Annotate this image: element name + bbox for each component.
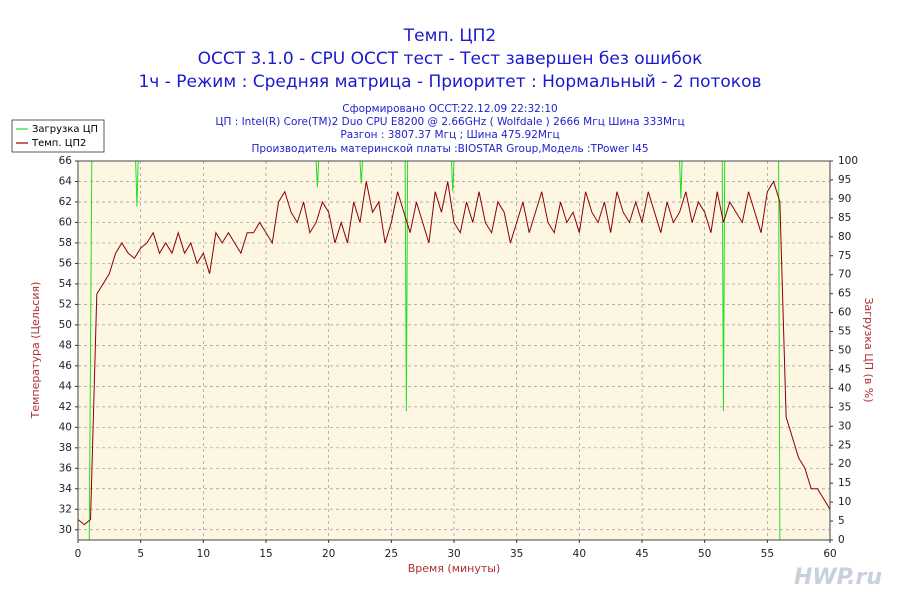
x-tick-label: 25 bbox=[385, 548, 398, 560]
y-tick-label: 36 bbox=[59, 462, 73, 474]
y2-tick-label: 5 bbox=[838, 515, 845, 527]
y2-tick-label: 65 bbox=[838, 288, 851, 300]
y2-tick-label: 20 bbox=[838, 458, 851, 470]
y-tick-label: 40 bbox=[59, 421, 72, 433]
info-line: Сформировано OCCT:22.12.09 22:32:10 bbox=[342, 103, 557, 115]
y2-tick-label: 15 bbox=[838, 477, 851, 489]
y2-tick-label: 0 bbox=[838, 534, 845, 546]
y2-tick-label: 45 bbox=[838, 363, 851, 375]
y2-tick-label: 10 bbox=[838, 496, 851, 508]
x-tick-label: 40 bbox=[573, 548, 586, 560]
x-tick-label: 20 bbox=[322, 548, 335, 560]
info-line: ЦП : Intel(R) Core(TM)2 Duo CPU E8200 @ … bbox=[215, 116, 684, 128]
info-line: Производитель материнской платы :BIOSTAR… bbox=[251, 143, 648, 155]
y2-tick-label: 70 bbox=[838, 269, 851, 281]
y-tick-label: 32 bbox=[59, 503, 72, 515]
y-tick-label: 62 bbox=[59, 196, 72, 208]
y-tick-label: 58 bbox=[59, 237, 72, 249]
x-tick-label: 5 bbox=[137, 548, 144, 560]
x-tick-label: 45 bbox=[635, 548, 648, 560]
y2-tick-label: 80 bbox=[838, 231, 851, 243]
x-tick-label: 10 bbox=[197, 548, 210, 560]
y-tick-label: 50 bbox=[59, 319, 72, 331]
legend-label: Загрузка ЦП bbox=[32, 124, 98, 135]
y2-tick-label: 90 bbox=[838, 193, 851, 205]
legend-label: Темп. ЦП2 bbox=[31, 138, 86, 149]
plot-area bbox=[78, 161, 830, 540]
y2-tick-label: 30 bbox=[838, 420, 851, 432]
x-tick-label: 15 bbox=[259, 548, 272, 560]
data-line bbox=[78, 160, 830, 541]
y-tick-label: 64 bbox=[59, 175, 73, 187]
x-axis-label: Время (минуты) bbox=[408, 562, 501, 575]
y2-tick-label: 35 bbox=[838, 401, 851, 413]
y-axis-label: Температура (Цельсия) bbox=[29, 282, 42, 420]
y-tick-label: 66 bbox=[59, 155, 73, 167]
y-tick-label: 38 bbox=[59, 442, 72, 454]
x-tick-label: 0 bbox=[75, 548, 82, 560]
subtitle: OCCT 3.1.0 - CPU OCCT тест - Тест заверш… bbox=[198, 49, 703, 69]
legend-box bbox=[11, 119, 105, 153]
y2-tick-label: 25 bbox=[838, 439, 851, 451]
y2-tick-label: 75 bbox=[838, 250, 851, 262]
y-tick-label: 46 bbox=[59, 360, 73, 372]
y-tick-label: 42 bbox=[59, 401, 72, 413]
y2-tick-label: 95 bbox=[838, 174, 851, 186]
y-tick-label: 44 bbox=[59, 380, 73, 392]
watermark: HWP.ru bbox=[794, 565, 882, 590]
plot-frame bbox=[77, 160, 831, 541]
x-tick-label: 60 bbox=[823, 548, 836, 560]
subtitle: 1ч - Режим : Средняя матрица - Приоритет… bbox=[138, 72, 761, 92]
x-tick-label: 30 bbox=[447, 548, 460, 560]
x-tick-label: 55 bbox=[761, 548, 774, 560]
y2-tick-label: 55 bbox=[838, 326, 851, 338]
chart-title: Темп. ЦП2 bbox=[403, 26, 496, 46]
y2-tick-label: 85 bbox=[838, 212, 851, 224]
y-tick-label: 48 bbox=[59, 339, 72, 351]
y-tick-label: 34 bbox=[59, 483, 73, 495]
y2-tick-label: 60 bbox=[838, 307, 851, 319]
y2-tick-label: 50 bbox=[838, 345, 851, 357]
y-tick-label: 56 bbox=[59, 257, 73, 269]
data-line bbox=[77, 180, 831, 526]
y2-tick-label: 100 bbox=[838, 155, 858, 167]
x-tick-label: 35 bbox=[510, 548, 523, 560]
y-tick-label: 60 bbox=[59, 216, 72, 228]
x-tick-label: 50 bbox=[698, 548, 711, 560]
y2-tick-label: 40 bbox=[838, 382, 851, 394]
y-tick-label: 30 bbox=[59, 524, 72, 536]
y-tick-label: 54 bbox=[59, 278, 73, 290]
y2-axis-label: Загрузка ЦП (в %) bbox=[862, 297, 875, 402]
info-line: Разгон : 3807.37 Мгц ; Шина 475.92Мгц bbox=[340, 129, 559, 141]
y-tick-label: 52 bbox=[59, 298, 72, 310]
